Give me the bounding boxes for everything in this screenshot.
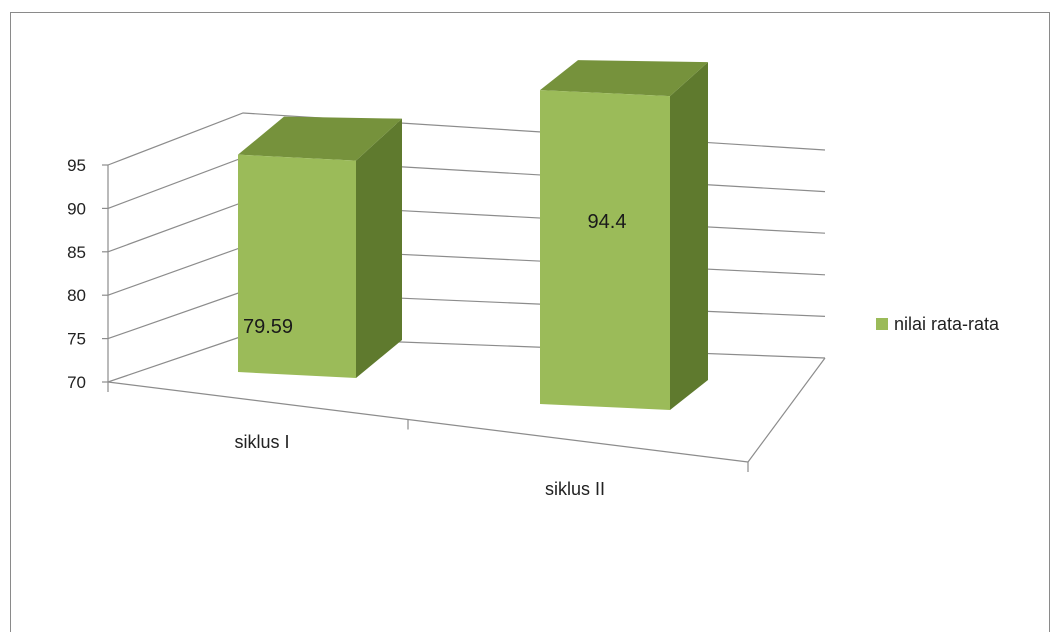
bar-top bbox=[540, 60, 708, 97]
y-tick-label: 75 bbox=[67, 330, 86, 349]
y-tick-label: 80 bbox=[67, 286, 86, 305]
data-label: 94.4 bbox=[588, 211, 627, 233]
gridline bbox=[107, 290, 826, 340]
y-tick-label: 95 bbox=[67, 156, 86, 175]
y-tick-label: 85 bbox=[67, 243, 86, 262]
x-tick-label: siklus I bbox=[234, 432, 289, 452]
legend-swatch bbox=[876, 318, 888, 330]
bar bbox=[238, 154, 356, 378]
gridline bbox=[107, 201, 826, 253]
gridline bbox=[107, 246, 826, 296]
bar-top bbox=[238, 116, 402, 161]
y-tick-label: 90 bbox=[67, 199, 86, 218]
legend-label: nilai rata-rata bbox=[894, 314, 1000, 334]
floor-left-edge bbox=[107, 335, 244, 383]
x-tick-label: siklus II bbox=[545, 479, 605, 499]
y-tick-label: 70 bbox=[67, 373, 86, 392]
data-label: 79.59 bbox=[243, 316, 293, 338]
bar-side bbox=[356, 118, 402, 378]
x-axis-line bbox=[107, 381, 749, 463]
bar bbox=[540, 90, 670, 410]
gridline bbox=[107, 156, 826, 209]
gridline bbox=[107, 112, 826, 166]
floor-right-edge bbox=[747, 357, 826, 463]
bar-side bbox=[670, 62, 708, 410]
